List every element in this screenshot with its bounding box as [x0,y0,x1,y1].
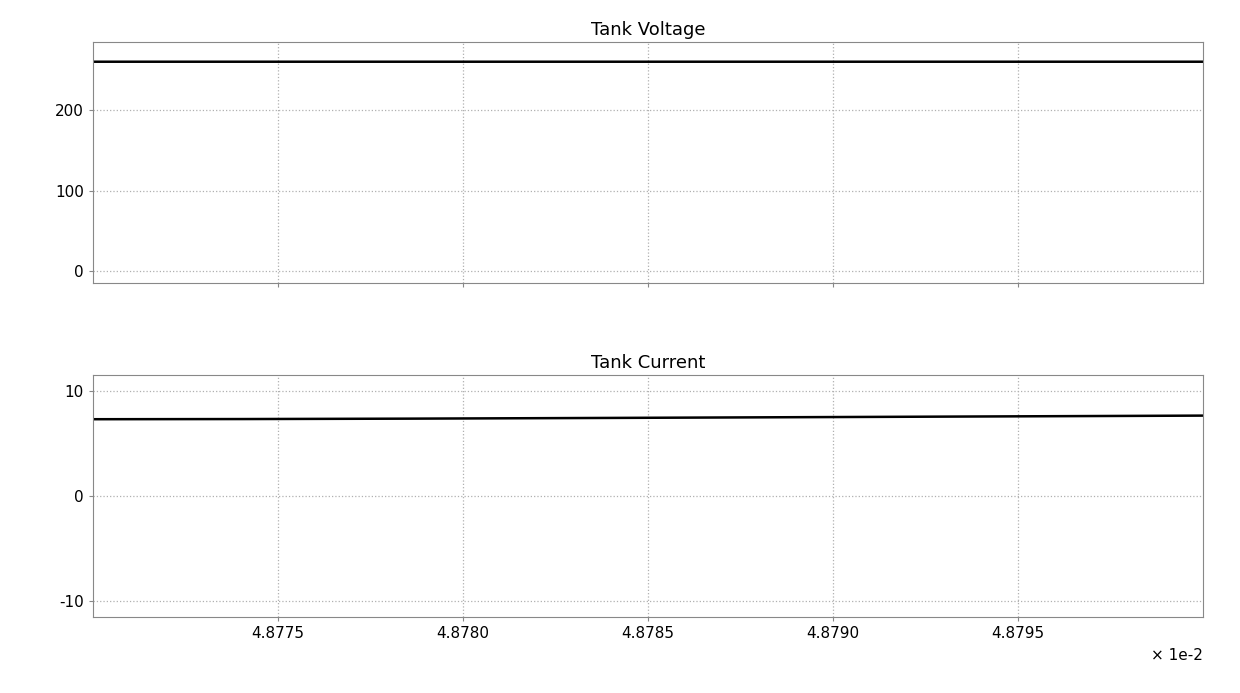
Title: Tank Current: Tank Current [590,354,706,372]
Text: × 1e-2: × 1e-2 [1151,648,1203,663]
Title: Tank Voltage: Tank Voltage [590,21,706,39]
